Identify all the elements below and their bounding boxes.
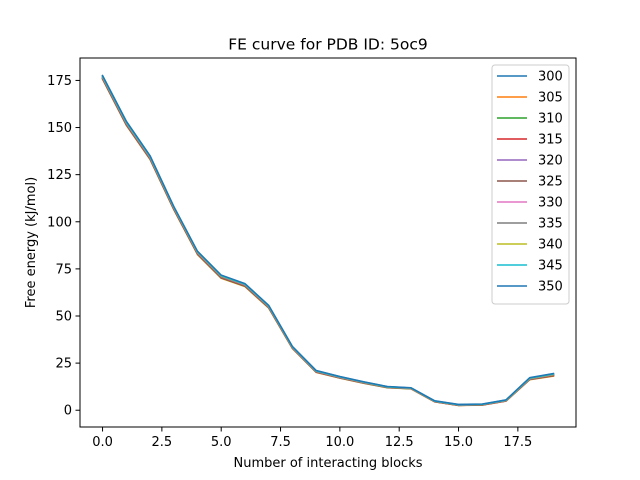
x-tick-label: 0.0 [92, 435, 113, 450]
x-axis-label: Number of interacting blocks [233, 456, 422, 471]
y-axis-ticks: 0 25 50 75 100 125 150 175 [47, 74, 80, 419]
x-tick-label: 17.5 [503, 435, 532, 450]
legend-label-340: 340 [538, 238, 563, 253]
legend-label-335: 335 [538, 217, 563, 232]
legend-label-305: 305 [538, 91, 563, 106]
x-tick-label: 5.0 [211, 435, 232, 450]
x-axis-ticks: 0.0 2.5 5.0 7.5 10.0 12.5 15.0 17.5 [92, 427, 532, 450]
plot-area [79, 57, 577, 428]
y-tick-label: 100 [47, 215, 72, 230]
legend-label-320: 320 [538, 154, 563, 169]
x-tick-label: 15.0 [444, 435, 473, 450]
y-tick-label: 0 [64, 404, 72, 419]
y-tick-label: 50 [55, 309, 72, 324]
chart-title: FE curve for PDB ID: 5oc9 [228, 36, 427, 54]
legend-label-315: 315 [538, 133, 563, 148]
legend-label-350: 350 [538, 280, 563, 295]
series-line-350 [101, 74, 555, 406]
y-tick-label: 175 [47, 74, 72, 89]
legend-label-330: 330 [538, 196, 563, 211]
y-axis-label: Free energy (kJ/mol) [24, 177, 39, 308]
series-layer [101, 74, 555, 407]
x-tick-label: 10.0 [325, 435, 354, 450]
y-tick-label: 75 [55, 262, 72, 277]
x-tick-label: 7.5 [270, 435, 291, 450]
x-tick-label: 2.5 [152, 435, 173, 450]
legend-label-325: 325 [538, 175, 563, 190]
y-tick-label: 25 [55, 357, 72, 372]
y-tick-label: 125 [47, 168, 72, 183]
legend-label-300: 300 [538, 70, 563, 85]
legend-label-345: 345 [538, 259, 563, 274]
legend-label-310: 310 [538, 112, 563, 127]
y-tick-label: 150 [47, 121, 72, 136]
x-tick-label: 12.5 [385, 435, 414, 450]
plot-frame [79, 57, 577, 428]
legend: 300 305 310 315 320 325 330 335 340 345 350 [491, 64, 570, 305]
